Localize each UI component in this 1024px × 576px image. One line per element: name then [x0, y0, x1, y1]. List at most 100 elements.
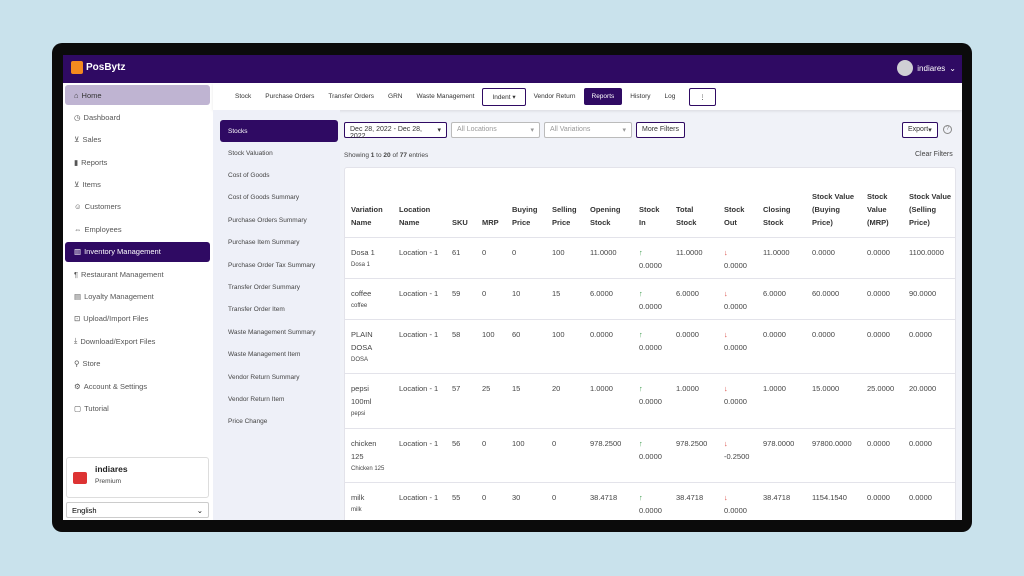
tab-vendor-return[interactable]: Vendor Return: [533, 93, 576, 100]
sidebar-item-customers[interactable]: ☺ Customers: [65, 197, 210, 217]
table-row[interactable]: PLAIN DOSA DOSA Location - 1 58 100 60 100 0.00…: [345, 319, 955, 374]
logo-icon: [71, 61, 83, 74]
table-cell: ↓ 0.0000: [718, 319, 757, 374]
clear-filters-link[interactable]: Clear Filters: [915, 151, 953, 158]
tab-log[interactable]: Log: [664, 93, 676, 100]
caret-icon: ▾: [928, 127, 932, 134]
date-range-value: Dec 28, 2022 - Dec 28, 2022: [350, 126, 422, 140]
column-header[interactable]: Stock Value (MRP): [861, 168, 903, 238]
user-menu[interactable]: indiares ⌄: [897, 60, 956, 76]
sidebar-item-items[interactable]: ⊻ Items: [65, 175, 210, 195]
subnav-item-purchase-item-summary[interactable]: Purchase Item Summary: [228, 239, 300, 247]
sidebar-item-store[interactable]: ⚲ Store: [65, 354, 210, 374]
table-row[interactable]: chicken 125 Chicken 125 Location - 1 56 0 100…: [345, 428, 955, 483]
table-cell: 0.0000: [903, 319, 955, 374]
tab-indent[interactable]: Indent ▾: [482, 87, 526, 106]
export-label: Export: [908, 126, 929, 133]
column-header[interactable]: Stock Out: [718, 168, 757, 238]
subnav-item-cost-of-goods-summary[interactable]: Cost of Goods Summary: [228, 194, 300, 202]
subnav-item-purchase-orders-summary[interactable]: Purchase Orders Summary: [228, 216, 307, 224]
subnav-item-transfer-order-item[interactable]: Transfer Order Item: [228, 306, 285, 314]
table-row[interactable]: milk milk Location - 1 55 0 30 0 38.4718 ↑ 0.0000…: [345, 482, 955, 520]
variation-sku-name: coffee: [351, 302, 368, 309]
table-cell: 0.0000: [861, 278, 903, 320]
subnav-item-waste-management-summary[interactable]: Waste Management Summary: [228, 328, 316, 336]
tab-stock[interactable]: Stock: [235, 93, 252, 100]
table-cell: 1.0000: [584, 373, 633, 429]
table-cell: 11.0000: [670, 237, 718, 279]
brand-logo[interactable]: PosBytz: [71, 61, 125, 74]
subnav-item-cost-of-goods[interactable]: Cost of Goods: [228, 172, 270, 180]
tab-history[interactable]: History: [630, 93, 651, 100]
subnav-item-transfer-order-summary[interactable]: Transfer Order Summary: [228, 284, 300, 292]
table-row[interactable]: pepsi 100ml pepsi Location - 1 57 25 15 20 1.00…: [345, 373, 955, 429]
subnav-item-waste-management-item[interactable]: Waste Management Item: [228, 351, 301, 359]
sidebar-item-inventory-management[interactable]: ▥ Inventory Management: [65, 241, 210, 262]
sidebar-item-label: Home: [81, 90, 102, 100]
column-header[interactable]: SKU: [446, 168, 476, 238]
tab-waste-management[interactable]: Waste Management: [416, 93, 475, 100]
sidebar-item-reports[interactable]: ▮ Reports: [65, 152, 210, 172]
account-card[interactable]: indiares Premium: [66, 457, 209, 498]
column-header[interactable]: Variation Name: [345, 168, 393, 238]
subnav-item-vendor-return-summary[interactable]: Vendor Return Summary: [228, 373, 300, 381]
variation-name: chicken 125: [351, 438, 377, 461]
table-cell: Location - 1: [393, 278, 446, 320]
column-header[interactable]: Location Name: [393, 168, 446, 238]
table-cell: 0: [546, 428, 584, 483]
table-cell: 58: [446, 319, 476, 374]
date-range-picker[interactable]: Dec 28, 2022 - Dec 28, 2022 ▾: [344, 122, 447, 140]
subnav-item-stocks[interactable]: Stocks: [220, 120, 338, 142]
table-value: 0.0000: [724, 301, 747, 311]
tab-transfer-orders[interactable]: Transfer Orders: [328, 93, 375, 100]
column-header[interactable]: Selling Price: [546, 168, 584, 238]
subnav-item-stock-valuation[interactable]: Stock Valuation: [228, 149, 273, 157]
sidebar-item-restaurant-management[interactable]: ¶ Restaurant Management: [65, 264, 210, 284]
sidebar-item-account-settings[interactable]: ⚙ Account & Settings: [65, 376, 210, 396]
sidebar-item-dashboard[interactable]: ◷ Dashboard: [65, 107, 210, 127]
column-header[interactable]: Opening Stock: [584, 168, 633, 238]
sidebar-item-employees[interactable]: ⇔ Employees: [65, 219, 210, 239]
table-cell: 15: [506, 373, 546, 429]
column-header[interactable]: Stock Value (Buying Price): [806, 168, 861, 238]
subnav-item-purchase-order-tax-summary[interactable]: Purchase Order Tax Summary: [228, 261, 316, 269]
table-cell: ↓ 0.0000: [718, 373, 757, 429]
sidebar-item-sales[interactable]: ⊻ Sales: [65, 130, 210, 150]
column-header[interactable]: Stock Value (Selling Price): [903, 168, 955, 238]
brand-name: PosBytz: [86, 62, 126, 73]
export-button[interactable]: Export ▾: [902, 122, 938, 138]
chart-icon: ▮: [74, 157, 79, 167]
tab-reports[interactable]: Reports: [583, 88, 623, 105]
table-cell: 11.0000: [757, 237, 806, 279]
table-cell: Location - 1: [393, 428, 446, 483]
sidebar-item-download-export-files[interactable]: ⤓ Download/Export Files: [65, 331, 210, 351]
column-header[interactable]: MRP: [476, 168, 506, 238]
language-select[interactable]: English ⌄: [66, 502, 209, 518]
variation-value: All Variations: [550, 126, 591, 133]
more-filters-button[interactable]: More Filters: [636, 122, 685, 138]
sidebar-item-tutorial[interactable]: ▢ Tutorial: [65, 398, 210, 418]
column-header[interactable]: Closing Stock: [757, 168, 806, 238]
subnav-item-price-change[interactable]: Price Change: [228, 418, 268, 426]
sidebar-item-home[interactable]: ⌂ Home: [65, 85, 210, 105]
column-header[interactable]: Total Stock: [670, 168, 718, 238]
sidebar-item-upload-import-files[interactable]: ⊡ Upload/Import Files: [65, 309, 210, 329]
tab-grn[interactable]: GRN: [388, 93, 403, 100]
location-select[interactable]: All Locations ▾: [451, 122, 540, 138]
column-header[interactable]: Stock In: [633, 168, 670, 238]
variation-select[interactable]: All Variations ▾: [544, 122, 632, 138]
subnav-item-vendor-return-item[interactable]: Vendor Return Item: [228, 395, 285, 403]
variation-cell: pepsi 100ml pepsi: [345, 373, 393, 429]
tab-more[interactable]: ⋮: [689, 87, 716, 106]
home-icon: ⌂: [74, 90, 79, 100]
table-row[interactable]: coffee coffee Location - 1 59 0 10 15 6.0000 ↑ 0.…: [345, 278, 955, 320]
sidebar-item-loyalty-management[interactable]: ▤ Loyalty Management: [65, 287, 210, 307]
table-cell: ↑ 0.0000: [633, 319, 670, 374]
avatar: [897, 60, 914, 76]
table-row[interactable]: Dosa 1 Dosa 1 Location - 1 61 0 0 100 11.0000 ↑ 0…: [345, 237, 955, 279]
tab-purchase-orders[interactable]: Purchase Orders: [265, 93, 315, 100]
table-value: 0.0000: [639, 396, 662, 406]
table-cell: ↑ 0.0000: [633, 428, 670, 483]
help-icon[interactable]: ?: [943, 125, 952, 134]
column-header[interactable]: Buying Price: [506, 168, 546, 238]
